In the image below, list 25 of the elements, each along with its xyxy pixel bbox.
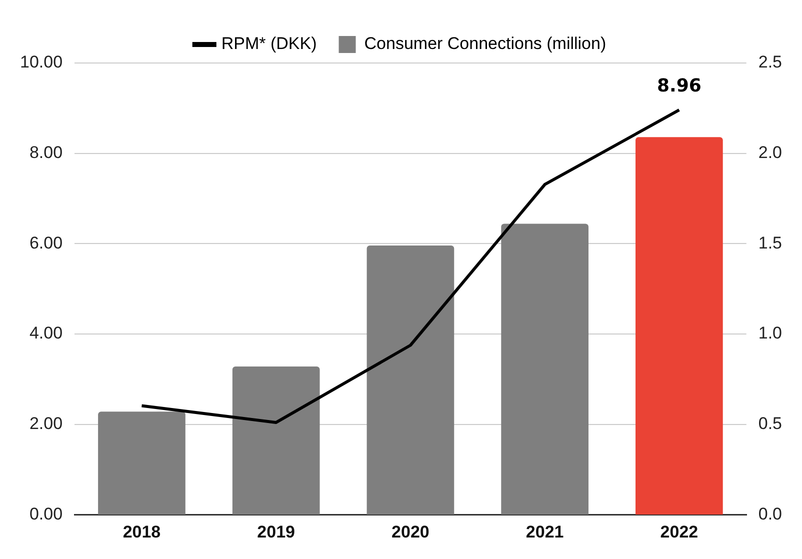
bar <box>98 412 186 515</box>
y-tick-label: 8.00 <box>29 143 63 162</box>
y2-tick-label: 1.0 <box>758 324 782 343</box>
bar <box>232 366 320 515</box>
y-tick-label: 6.00 <box>29 233 63 252</box>
y-tick-label: 10.00 <box>20 52 63 72</box>
bar <box>501 224 588 515</box>
y-tick-label: 4.00 <box>29 324 63 343</box>
x-tick-label: 2020 <box>392 522 430 542</box>
y-tick-label: 0.00 <box>29 504 63 524</box>
legend-label: RPM* (DKK) <box>221 34 317 54</box>
y2-tick-label: 0.0 <box>758 504 782 524</box>
y2-tick-label: 1.5 <box>758 233 782 252</box>
x-tick-label: 2019 <box>257 522 296 542</box>
y2-tick-label: 0.5 <box>758 414 782 433</box>
bar <box>366 245 454 515</box>
y-tick-label: 2.00 <box>29 414 63 433</box>
y2-tick-label: 2.5 <box>758 52 782 72</box>
x-tick-label: 2021 <box>526 522 564 542</box>
x-tick-label: 2018 <box>122 522 161 542</box>
y2-tick-label: 2.0 <box>758 143 782 162</box>
x-tick-label: 2022 <box>660 522 698 542</box>
bar <box>636 137 723 515</box>
legend-label: Consumer Connections (million) <box>364 34 606 54</box>
data-label: 8.96 <box>656 76 702 97</box>
